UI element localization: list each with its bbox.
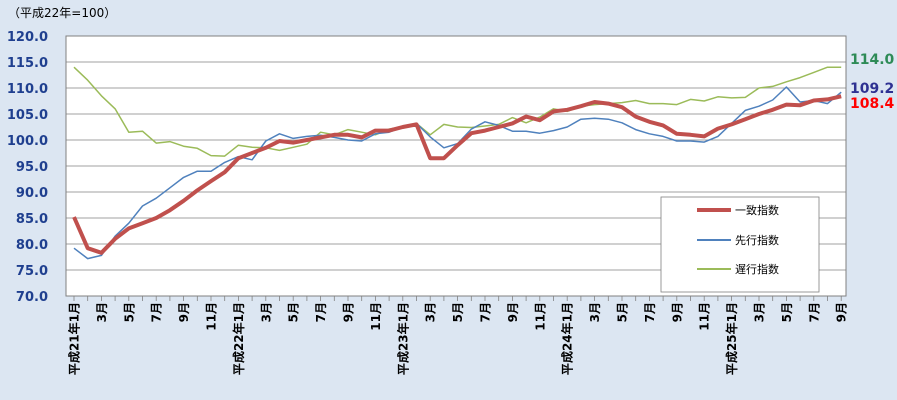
x-tick-label: 平成23年1月	[395, 302, 410, 375]
x-tick-label: 5月	[616, 302, 630, 322]
y-tick-label: 90.0	[16, 186, 48, 201]
end-value-label: 108.4	[850, 96, 895, 112]
x-tick-label: 7月	[643, 302, 657, 322]
end-value-label: 114.0	[850, 52, 895, 68]
x-tick-label: 11月	[205, 302, 219, 331]
y-tick-label: 85.0	[16, 212, 48, 227]
series-line-1	[72, 94, 842, 255]
x-tick-label: 11月	[533, 302, 547, 331]
x-tick-label: 3月	[259, 302, 273, 322]
end-value-label: 109.2	[850, 81, 894, 97]
y-tick-label: 120.0	[7, 30, 48, 45]
x-tick-label: 3月	[95, 302, 109, 322]
x-tick-label: 9月	[506, 302, 520, 322]
x-tick-label: 3月	[588, 302, 602, 322]
x-axis: 平成21年1月 3月 5月 7月 9月 11月 平成22年1月 3月 5月 7月 9月 11月 平成23…	[67, 296, 849, 375]
x-tick-label: 平成25年1月	[724, 302, 739, 375]
legend-label: 遅行指数	[735, 262, 779, 276]
legend-box	[660, 196, 820, 293]
y-axis: 70.0 75.0 80.0 85.0 90.0 95.0 100.0 105.0 110.0 1…	[7, 30, 48, 305]
grid-lines	[66, 35, 846, 271]
unit-note: （平成22年=100）	[8, 6, 117, 20]
x-tick-label: 9月	[177, 302, 191, 322]
y-tick-label: 75.0	[16, 264, 48, 279]
y-tick-label: 115.0	[7, 56, 48, 71]
y-tick-label: 80.0	[16, 238, 48, 253]
x-tick-label: 平成22年1月	[231, 302, 246, 375]
x-tick-label: 9月	[835, 302, 849, 322]
y-tick-label: 100.0	[7, 134, 48, 149]
x-tick-label: 11月	[369, 302, 383, 331]
series-line-3	[73, 66, 842, 157]
x-tick-label: 平成24年1月	[560, 302, 575, 375]
x-tick-label: 7月	[150, 302, 164, 322]
legend-label: 一致指数	[735, 203, 779, 217]
x-tick-label: 3月	[753, 302, 767, 322]
x-tick-label: 7月	[807, 302, 821, 322]
series-lines	[72, 66, 842, 260]
x-tick-label: 5月	[451, 302, 465, 322]
x-tick-label: 3月	[424, 302, 438, 322]
x-tick-label: 11月	[698, 302, 712, 331]
x-tick-label: 7月	[314, 302, 328, 322]
y-tick-label: 70.0	[16, 290, 48, 305]
y-tick-label: 105.0	[7, 108, 48, 123]
x-tick-label: 9月	[670, 302, 684, 322]
x-tick-label: 5月	[780, 302, 794, 322]
x-tick-label: 平成21年1月	[67, 302, 82, 375]
x-tick-label: 7月	[479, 302, 493, 322]
x-tick-label: 9月	[342, 302, 356, 322]
legend-label: 先行指数	[735, 233, 779, 247]
x-tick-label: 5月	[287, 302, 301, 322]
x-tick-label: 5月	[122, 302, 136, 322]
y-tick-label: 95.0	[16, 160, 48, 175]
y-tick-label: 110.0	[7, 82, 48, 97]
